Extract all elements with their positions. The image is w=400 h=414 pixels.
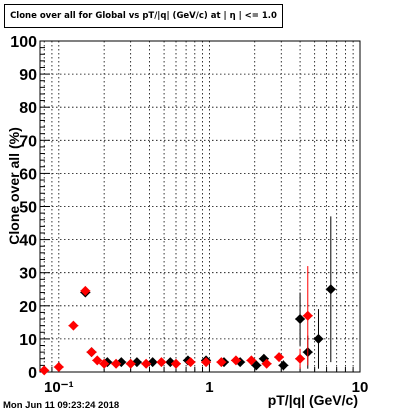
x-axis-label: pT/|q| (GeV/c) — [268, 392, 358, 408]
y-tick-label: 0 — [28, 365, 37, 382]
y-tick-label: 30 — [19, 266, 37, 283]
data-point — [230, 355, 241, 366]
data-point — [246, 355, 257, 366]
y-tick-label: 40 — [19, 233, 37, 250]
data-point — [53, 362, 64, 373]
data-point — [125, 358, 136, 369]
data-point — [156, 357, 167, 368]
data-point — [86, 347, 97, 358]
y-tick-label: 20 — [19, 299, 37, 316]
data-point — [170, 358, 181, 369]
data-point — [251, 360, 262, 371]
timestamp: Mon Jun 11 09:23:24 2018 — [3, 400, 120, 411]
y-tick-label: 10 — [19, 332, 37, 349]
axis-ticks — [40, 40, 361, 373]
x-tick-label: 10 — [352, 379, 369, 396]
data-point — [92, 355, 103, 366]
data-point — [141, 358, 152, 369]
data-point — [261, 358, 272, 369]
data-point — [278, 360, 289, 371]
data-point — [295, 353, 306, 364]
chart-title: Clone over all for Global vs pT/|q| (GeV… — [4, 4, 283, 28]
y-tick-label: 70 — [19, 133, 37, 150]
data-point — [99, 358, 110, 369]
y-tick-label: 90 — [19, 67, 37, 84]
data-point — [295, 314, 306, 325]
data-point — [201, 357, 212, 368]
data-point — [111, 358, 122, 369]
data-point — [80, 285, 91, 296]
data-point — [313, 333, 324, 344]
x-tick-label: 1 — [205, 379, 213, 396]
grid — [40, 41, 360, 372]
y-tick-labels: 0 10 20 30 40 50 60 70 80 90 100 — [10, 34, 37, 382]
y-tick-label: 80 — [19, 100, 37, 117]
data-point — [216, 357, 227, 368]
x-tick-labels: 10⁻¹ 1 10 — [44, 379, 368, 396]
data-point — [274, 352, 285, 363]
x-tick-label: 10⁻¹ — [44, 379, 74, 396]
data-point — [39, 365, 50, 376]
series-red — [39, 266, 313, 376]
y-axis-label: Clone over all (%) — [6, 127, 22, 244]
data-point — [325, 284, 336, 295]
y-tick-label: 100 — [10, 34, 37, 51]
y-tick-label: 60 — [19, 166, 37, 183]
y-tick-label: 50 — [19, 200, 37, 217]
data-point — [68, 320, 79, 331]
data-point — [185, 357, 196, 368]
data-point — [302, 310, 313, 321]
series-layer — [39, 216, 336, 376]
